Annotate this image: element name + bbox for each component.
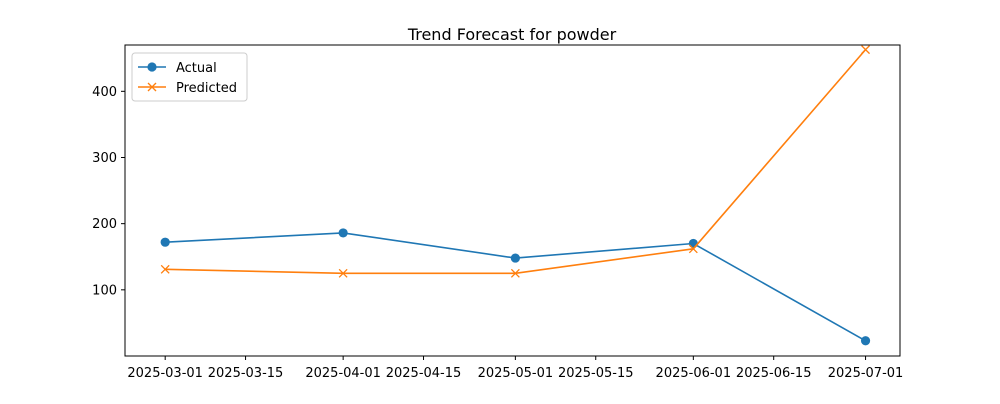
x-tick-label: 2025-06-15 xyxy=(736,366,812,381)
data-point-predicted xyxy=(160,264,170,274)
x-tick-label: 2025-03-01 xyxy=(127,366,203,381)
x-axis: 2025-03-01 2025-03-15 2025-04-01 2025-04-15… xyxy=(127,356,903,381)
legend-actual-marker xyxy=(147,62,157,72)
data-point-actual xyxy=(688,238,698,249)
x-tick-label: 2025-04-15 xyxy=(386,366,462,381)
series-layer xyxy=(160,45,871,346)
legend-predicted-label: Predicted xyxy=(176,81,237,96)
plot-frame xyxy=(124,44,901,357)
legend: Actual Predicted xyxy=(131,52,248,102)
data-point-predicted xyxy=(861,45,871,55)
data-point-stroke xyxy=(688,244,698,254)
data-point-actual xyxy=(860,336,871,346)
y-tick-label: 100 xyxy=(92,283,117,298)
legend-actual-label: Actual xyxy=(176,61,217,76)
x-tick-label: 2025-05-01 xyxy=(478,366,554,381)
x-tick-label: 2025-04-01 xyxy=(305,366,381,381)
x-tick-label: 2025-06-01 xyxy=(656,366,732,381)
y-tick-label: 400 xyxy=(92,85,117,100)
data-point-actual xyxy=(510,253,520,263)
x-tick-label: 2025-03-15 xyxy=(208,366,284,381)
data-point-predicted xyxy=(338,268,348,278)
chart-title: Trend Forecast for powder xyxy=(407,25,617,44)
data-point-actual xyxy=(338,228,348,238)
y-tick-label: 200 xyxy=(92,217,117,232)
x-tick-label: 2025-07-01 xyxy=(828,366,904,381)
legend-box xyxy=(131,52,248,102)
data-point-predicted xyxy=(688,244,698,254)
data-point-actual xyxy=(160,237,170,247)
data-point-stroke xyxy=(861,45,871,55)
legend-predicted-marker-b xyxy=(147,82,157,92)
data-point-stroke xyxy=(338,268,348,278)
data-point-stroke xyxy=(160,264,170,274)
data-point-stroke xyxy=(510,268,520,278)
y-tick-label: 300 xyxy=(92,151,117,166)
x-tick-label: 2025-05-15 xyxy=(558,366,634,381)
data-point-predicted xyxy=(510,268,520,278)
y-axis: 100 200 300 400 xyxy=(92,85,125,298)
